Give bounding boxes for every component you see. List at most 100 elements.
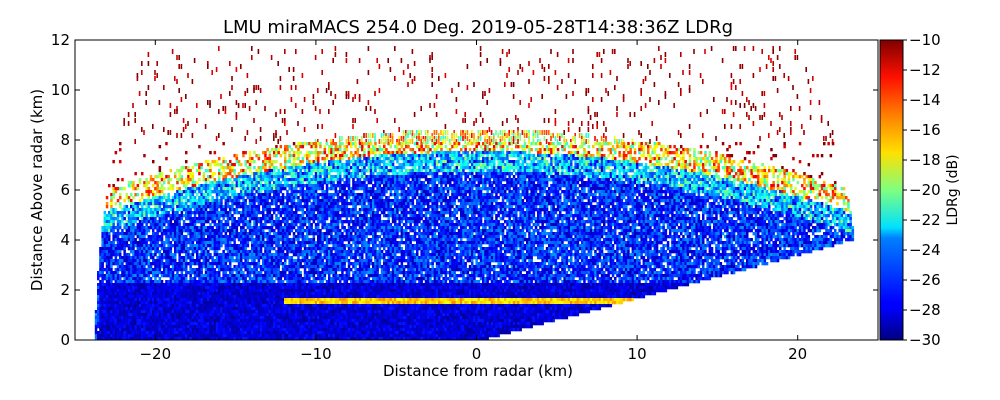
ldr-cell	[121, 331, 124, 335]
ldr-cell	[275, 154, 278, 158]
ldr-cell	[204, 265, 208, 269]
ldr-cell	[292, 202, 296, 206]
ldr-cell	[112, 229, 115, 233]
ldr-cell	[116, 298, 120, 302]
ldr-cell	[275, 286, 278, 290]
ldr-cell	[158, 268, 162, 272]
ldr-cell	[301, 214, 305, 218]
ldr-cell	[193, 250, 197, 254]
ldr-cell	[105, 289, 109, 293]
ldr-cell	[286, 196, 289, 200]
ldr-cell	[154, 304, 157, 308]
ldr-cell	[281, 304, 285, 308]
ldr-cell	[246, 190, 250, 194]
ldr-cell	[169, 208, 173, 212]
ldr-cell	[251, 241, 254, 245]
ldr-cell	[141, 226, 144, 230]
ldr-cell	[134, 256, 137, 260]
ldr-cell	[246, 265, 250, 269]
ldr-cell	[182, 298, 186, 302]
ldr-cell	[279, 235, 283, 239]
ldr-cell	[108, 298, 111, 302]
ldr-cell	[270, 319, 274, 323]
ldr-cell	[127, 244, 131, 248]
ldr-cell	[99, 298, 102, 302]
ldr-cell	[244, 178, 247, 182]
ldr-cell	[240, 253, 243, 257]
ldr-cell	[281, 178, 285, 182]
ldr-cell	[141, 331, 144, 335]
ldr-cell	[292, 190, 296, 194]
ldr-cell	[235, 202, 239, 206]
ldr-cell	[110, 256, 113, 260]
ldr-cell	[266, 325, 269, 329]
ldr-cell	[244, 208, 247, 212]
ldr-cell	[218, 46, 220, 51]
ldr-cell	[114, 259, 118, 263]
ldr-cell	[290, 283, 294, 287]
ldr-cell	[178, 64, 180, 69]
ldr-cell	[229, 247, 232, 251]
ldr-cell	[180, 226, 184, 230]
ldr-cell	[178, 268, 181, 272]
ldr-cell	[264, 271, 267, 275]
ldr-cell	[108, 304, 111, 308]
ldr-cell	[246, 307, 250, 311]
ldr-cell	[259, 310, 263, 314]
ldr-cell	[288, 295, 291, 299]
ldr-cell	[211, 265, 214, 269]
ldr-cell	[246, 298, 250, 302]
ldr-cell	[251, 193, 254, 197]
ldr-cell	[292, 250, 296, 254]
ldr-cell	[198, 244, 201, 248]
ldr-cell	[273, 172, 276, 176]
ldr-cell	[281, 226, 285, 230]
ldr-cell	[240, 256, 243, 260]
ldr-cell	[114, 310, 118, 314]
ldr-cell	[143, 241, 146, 245]
ldr-cell	[253, 172, 256, 176]
ldr-cell	[284, 328, 287, 332]
ldr-cell	[292, 154, 296, 158]
ldr-cell	[222, 208, 225, 212]
ldr-cell	[211, 259, 214, 263]
ldr-cell	[246, 88, 249, 93]
ldr-cell	[165, 280, 168, 284]
ldr-cell	[255, 271, 258, 275]
ldr-cell	[165, 268, 168, 272]
ldr-cell	[295, 172, 298, 176]
ldr-cell	[165, 304, 168, 308]
ldr-cell	[119, 265, 122, 269]
ldr-cell	[196, 217, 199, 221]
ldr-cell	[119, 226, 122, 230]
ldr-cell	[119, 280, 122, 284]
ldr-cell	[303, 193, 307, 197]
ldr-cell	[141, 283, 144, 287]
ldr-cell	[264, 319, 267, 323]
ldr-cell	[288, 271, 291, 275]
ldr-cell	[187, 211, 190, 215]
ldr-cell	[204, 313, 208, 317]
ldr-cell	[193, 217, 197, 221]
ldr-cell	[178, 235, 181, 239]
ldr-cell	[209, 334, 212, 338]
ldr-cell	[202, 199, 206, 203]
ldr-cell	[220, 244, 223, 248]
ldr-cell	[182, 220, 186, 224]
ldr-cell	[275, 238, 278, 242]
ldr-cell	[204, 238, 208, 242]
ldr-cell	[116, 277, 120, 281]
ldr-cell	[158, 328, 162, 332]
ldr-cell	[281, 337, 285, 340]
ldr-cell	[105, 253, 109, 257]
ldr-cell	[189, 172, 192, 176]
ldr-cell	[182, 268, 186, 272]
ldr-cell	[187, 187, 190, 191]
ldr-cell	[244, 328, 247, 332]
ldr-cell	[226, 223, 230, 227]
ldr-cell	[145, 280, 148, 284]
ldr-cell	[200, 214, 203, 218]
ldr-cell	[226, 196, 230, 200]
ldr-cell	[180, 331, 184, 335]
ldr-cell	[292, 286, 296, 290]
